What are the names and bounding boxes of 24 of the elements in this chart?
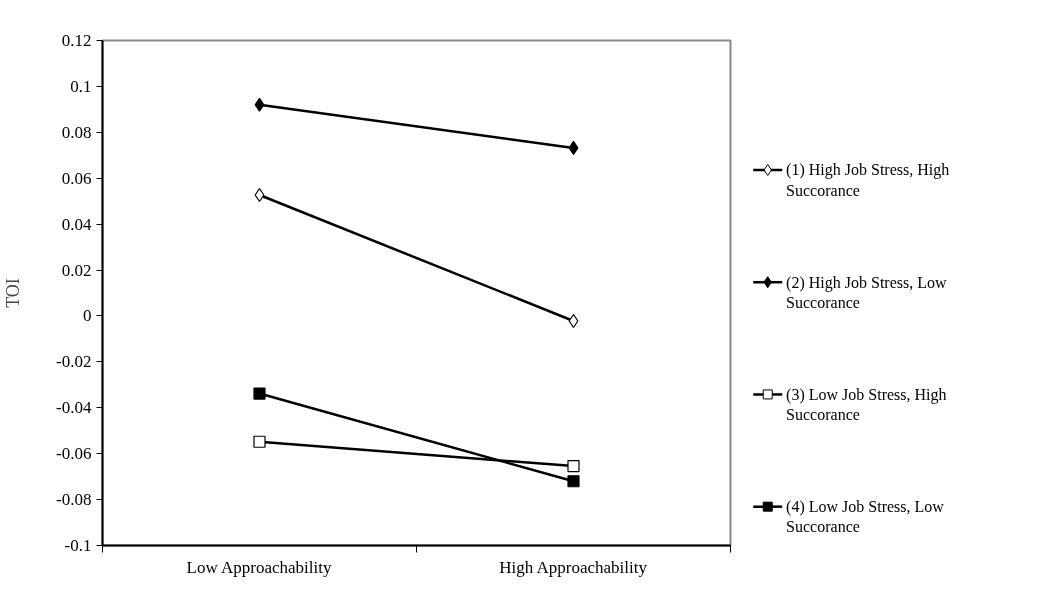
y-tick-label: 0 bbox=[83, 306, 92, 326]
y-tick-label: -0.1 bbox=[64, 536, 92, 555]
legend-label: (2) High Job Stress, Low Succorance bbox=[786, 273, 947, 311]
y-tick-label: -0.04 bbox=[56, 398, 92, 418]
x-tick-label: Low Approachability bbox=[186, 557, 332, 577]
y-tick-label: 0.12 bbox=[61, 31, 92, 50]
point bbox=[254, 97, 265, 112]
y-tick-label: -0.08 bbox=[56, 490, 92, 510]
y-axis-title: TOI bbox=[3, 278, 24, 308]
point bbox=[567, 459, 580, 473]
y-tick-label: 0.08 bbox=[61, 122, 92, 142]
y-tick-label: 0.1 bbox=[70, 76, 92, 96]
legend-label: (3) Low Job Stress, High Succorance bbox=[786, 385, 947, 424]
y-tick-label: -0.06 bbox=[56, 444, 92, 464]
y-tick-label: 0.06 bbox=[61, 168, 92, 188]
legend-label: (1) High Job Stress, High Succorance bbox=[786, 161, 950, 199]
y-tick-label: 0.04 bbox=[61, 214, 92, 234]
point bbox=[567, 475, 580, 488]
legend-label: (4) Low Job Stress, Low Succorance bbox=[786, 498, 945, 536]
x-tick-label: High Approachability bbox=[499, 557, 648, 577]
point bbox=[253, 435, 266, 448]
point bbox=[253, 387, 266, 400]
y-tick-label: 0.02 bbox=[61, 260, 92, 280]
y-tick-label: -0.02 bbox=[56, 352, 92, 372]
